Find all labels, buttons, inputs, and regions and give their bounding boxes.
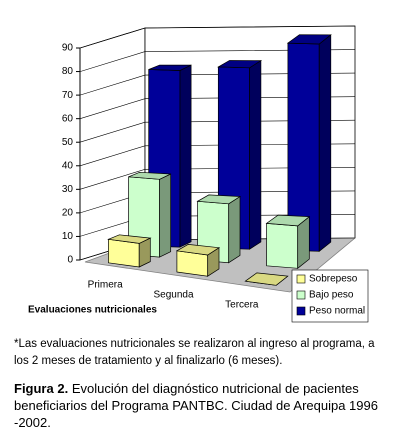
y-tick-label: 70 bbox=[62, 90, 74, 101]
x-tick-label: Primera bbox=[88, 280, 123, 291]
caption-text: Evolución del diagnóstico nutricional de… bbox=[14, 381, 378, 430]
bar-top bbox=[175, 244, 221, 256]
grid-line bbox=[79, 119, 356, 143]
bar bbox=[175, 244, 221, 277]
grid-line bbox=[79, 96, 356, 119]
legend-swatch bbox=[296, 290, 306, 300]
bar-side bbox=[159, 173, 172, 258]
x-tick-label: Tercera bbox=[225, 300, 259, 311]
legend-swatch bbox=[296, 306, 306, 316]
caption: Figura 2. Evolución del diagnóstico nutr… bbox=[14, 380, 390, 431]
y-tick-label: 60 bbox=[62, 113, 74, 124]
grid-line bbox=[79, 143, 356, 167]
caption-label: Figura 2. bbox=[14, 381, 69, 396]
bar-top bbox=[128, 171, 171, 180]
bar-side bbox=[179, 64, 192, 248]
grid-line bbox=[79, 72, 356, 96]
legend-label: Bajo peso bbox=[309, 290, 354, 301]
y-tick-label: 40 bbox=[62, 160, 74, 171]
bar bbox=[244, 272, 289, 286]
y-tick-label: 10 bbox=[62, 231, 74, 242]
bar-side bbox=[249, 59, 262, 250]
bar-front bbox=[266, 223, 299, 269]
y-tick-label: 50 bbox=[62, 137, 74, 148]
grid-line bbox=[79, 49, 356, 72]
bar-front bbox=[108, 238, 140, 268]
bar-side bbox=[318, 34, 332, 253]
legend-label: Sobrepeso bbox=[309, 274, 358, 285]
bar-top bbox=[217, 60, 263, 69]
bar-top bbox=[107, 234, 152, 244]
x-axis-title: Evaluaciones nutricionales bbox=[28, 305, 157, 316]
y-tick-label: 90 bbox=[62, 43, 74, 54]
x-tick-label: Segunda bbox=[153, 290, 193, 301]
y-tick-label: 20 bbox=[62, 208, 74, 219]
grid-line bbox=[79, 25, 356, 49]
bar-top bbox=[148, 64, 192, 71]
bar bbox=[107, 234, 152, 268]
chart: % Evaluaciones nutricionales 01020304050… bbox=[28, 25, 369, 323]
bar-top bbox=[265, 214, 311, 227]
y-tick-label: 30 bbox=[62, 184, 74, 195]
bar bbox=[265, 214, 311, 270]
bar-top bbox=[196, 194, 242, 205]
legend-swatch bbox=[296, 274, 306, 284]
y-tick-label: 80 bbox=[62, 66, 74, 77]
grid-line bbox=[79, 167, 356, 190]
footnote: *Las evaluaciones nutricionales se reali… bbox=[14, 338, 375, 367]
bar-top bbox=[244, 272, 289, 286]
legend-label: Peso normal bbox=[309, 306, 365, 317]
y-tick-label: 0 bbox=[67, 255, 73, 266]
bar-top bbox=[286, 34, 332, 45]
bar bbox=[196, 194, 242, 264]
bar-side bbox=[228, 195, 241, 264]
